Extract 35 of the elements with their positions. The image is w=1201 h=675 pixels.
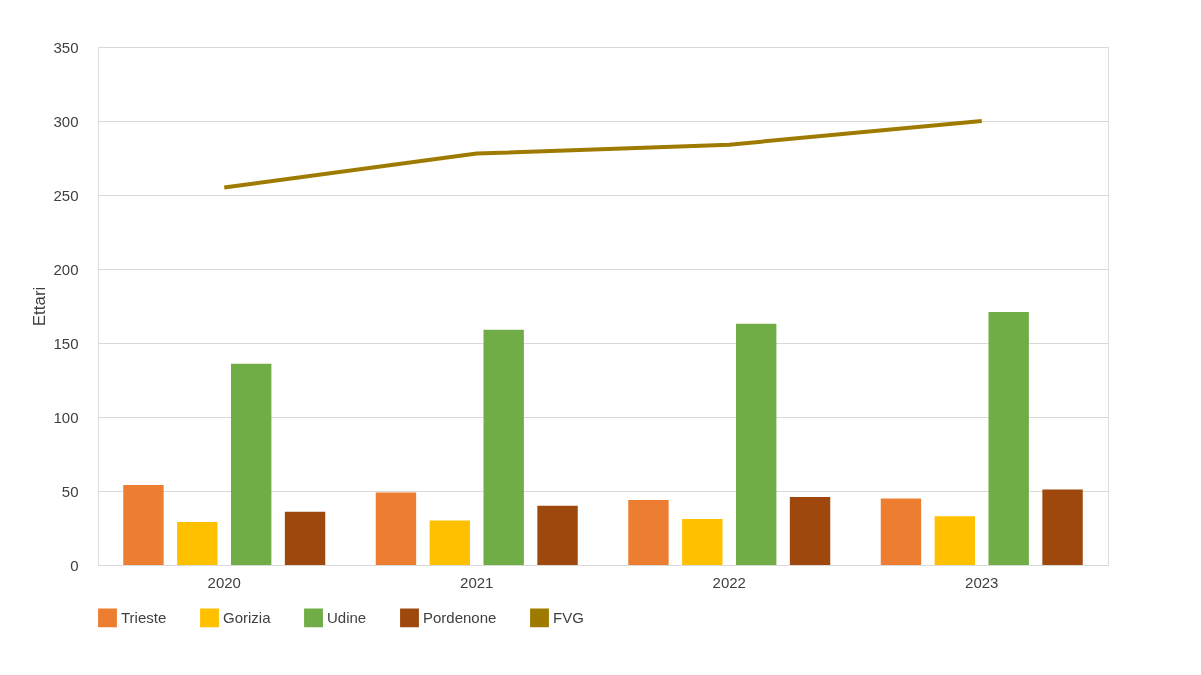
bar <box>230 363 272 565</box>
y-tick-label: 200 <box>53 260 79 278</box>
bar <box>123 485 164 565</box>
x-tick-label: 2022 <box>712 573 746 591</box>
legend-label: Trieste <box>121 608 167 626</box>
bar <box>880 498 922 565</box>
bar <box>483 329 524 565</box>
bar <box>537 505 578 565</box>
x-tick-label: 2023 <box>965 573 999 591</box>
bar <box>375 492 417 565</box>
legend-label: Gorizia <box>223 608 272 626</box>
y-axis-title: Ettari <box>30 286 50 327</box>
bar <box>735 323 777 565</box>
legend-label: Pordenone <box>423 608 497 626</box>
y-tick-label: 0 <box>70 556 79 574</box>
bar <box>429 520 471 565</box>
y-tick-label: 150 <box>53 334 79 352</box>
x-tick-label: 2021 <box>460 573 494 591</box>
bar <box>284 511 326 565</box>
bar <box>988 311 1029 565</box>
bar <box>789 496 831 565</box>
y-tick-label: 350 <box>53 38 79 56</box>
y-tick-label: 50 <box>61 482 79 500</box>
bar <box>1042 489 1083 565</box>
bar <box>628 499 669 565</box>
legend-label: FVG <box>553 608 584 626</box>
y-tick-label: 100 <box>53 408 79 426</box>
legend-label: Udine <box>327 608 367 626</box>
y-tick-label: 250 <box>53 186 79 204</box>
y-tick-label: 300 <box>53 112 79 130</box>
bar <box>934 516 976 565</box>
bar <box>682 519 723 565</box>
bar <box>177 522 218 565</box>
x-tick-label: 2020 <box>207 573 241 591</box>
line-series <box>222 119 984 190</box>
